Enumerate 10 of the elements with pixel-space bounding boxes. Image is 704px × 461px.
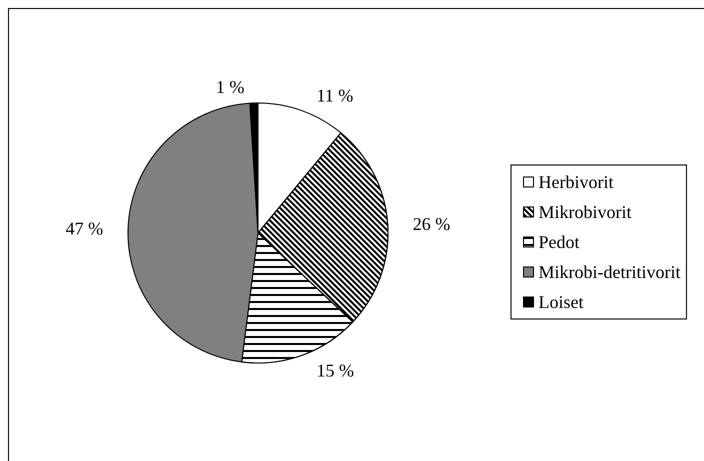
data-label: 11 % — [316, 86, 354, 106]
legend-label: Pedot — [538, 232, 580, 252]
legend-label: Mikrobi-detritivorit — [538, 262, 680, 282]
legend-label: Mikrobivorit — [538, 202, 632, 222]
legend-label: Loiset — [538, 292, 584, 312]
legend-label: Herbivorit — [538, 172, 614, 192]
data-label: 1 % — [216, 77, 244, 98]
data-label: 15 % — [316, 360, 354, 380]
data-label: 47 % — [66, 218, 104, 238]
data-label: 26 % — [412, 214, 450, 234]
